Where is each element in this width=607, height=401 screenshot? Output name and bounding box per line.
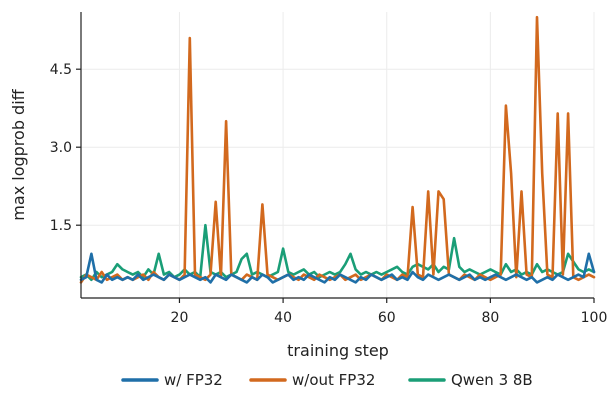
series-line-w-out-fp32 [79, 15, 596, 284]
x-tick-label: 100 [581, 310, 607, 326]
legend-label-w-fp32: w/ FP32 [164, 371, 223, 389]
series-line-w-fp32 [79, 252, 596, 284]
x-tick-label: 40 [274, 310, 292, 326]
series-line-qwen-3-8b [79, 223, 596, 282]
x-tick-label: 20 [171, 310, 189, 326]
y-ticks: 1.5 3.0 4.5 [50, 62, 81, 234]
plot-area [79, 15, 596, 284]
axes [80, 12, 594, 299]
x-ticks: 20 40 60 80 100 [171, 298, 607, 326]
legend-label-w-out-fp32: w/out FP32 [292, 371, 375, 389]
x-tick-label: 80 [481, 310, 499, 326]
x-axis-title: training step [287, 341, 389, 360]
gridlines [81, 12, 595, 298]
legend: w/ FP32 w/out FP32 Qwen 3 8B [121, 371, 533, 389]
y-tick-label: 4.5 [50, 62, 72, 78]
legend-label-qwen-3-8b: Qwen 3 8B [451, 371, 533, 389]
x-tick-label: 60 [378, 310, 396, 326]
y-tick-label: 3.0 [50, 140, 72, 156]
y-axis-title: max logprob diff [9, 88, 28, 220]
y-tick-label: 1.5 [50, 218, 72, 234]
